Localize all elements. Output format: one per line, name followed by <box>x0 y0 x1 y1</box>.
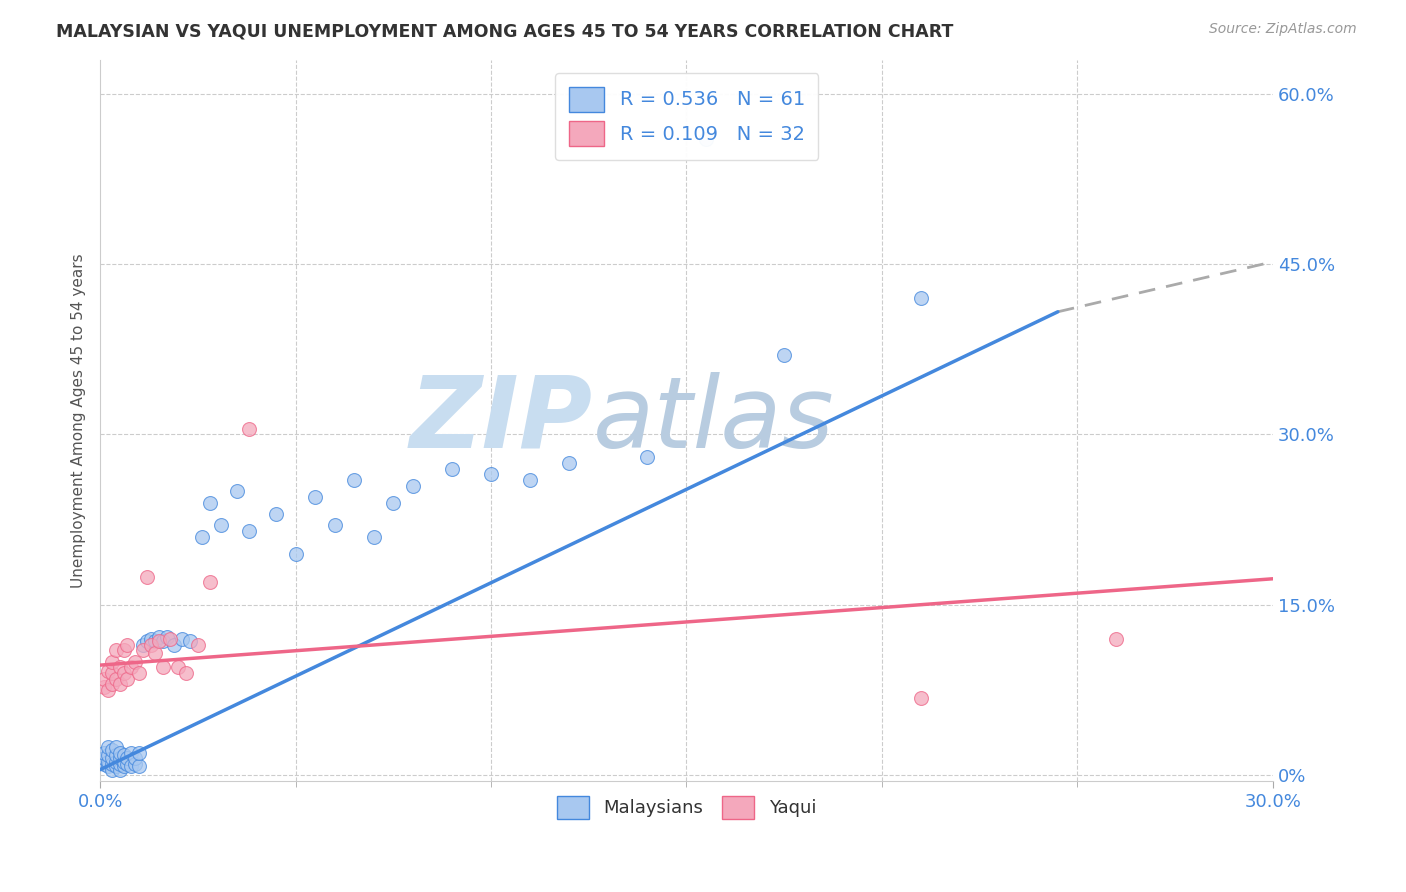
Point <box>120 759 142 773</box>
Point <box>124 655 146 669</box>
Point <box>198 496 221 510</box>
Point <box>101 756 124 771</box>
Point <box>117 751 139 765</box>
Point <box>108 746 131 760</box>
Point <box>93 680 115 694</box>
Point <box>101 743 124 757</box>
Point <box>104 759 127 773</box>
Point <box>132 638 155 652</box>
Point <box>128 666 150 681</box>
Point <box>101 677 124 691</box>
Point <box>304 490 326 504</box>
Point <box>93 672 115 686</box>
Point <box>97 664 120 678</box>
Point <box>120 660 142 674</box>
Point <box>112 747 135 762</box>
Point <box>124 756 146 771</box>
Point <box>104 747 127 762</box>
Point <box>910 291 932 305</box>
Point <box>108 677 131 691</box>
Point <box>143 634 166 648</box>
Text: MALAYSIAN VS YAQUI UNEMPLOYMENT AMONG AGES 45 TO 54 YEARS CORRELATION CHART: MALAYSIAN VS YAQUI UNEMPLOYMENT AMONG AG… <box>56 22 953 40</box>
Point <box>198 575 221 590</box>
Point <box>172 632 194 646</box>
Point <box>117 672 139 686</box>
Point <box>343 473 366 487</box>
Point <box>108 751 131 765</box>
Point <box>120 746 142 760</box>
Point <box>104 672 127 686</box>
Point <box>104 643 127 657</box>
Point <box>128 746 150 760</box>
Point <box>148 634 170 648</box>
Point <box>167 660 190 674</box>
Point <box>112 643 135 657</box>
Point <box>636 450 658 465</box>
Point <box>112 666 135 681</box>
Point <box>363 530 385 544</box>
Point <box>93 746 115 760</box>
Point <box>558 456 581 470</box>
Text: ZIP: ZIP <box>409 372 593 469</box>
Point <box>117 756 139 771</box>
Point <box>112 759 135 773</box>
Point <box>124 751 146 765</box>
Point <box>163 638 186 652</box>
Point <box>128 759 150 773</box>
Point <box>155 630 177 644</box>
Point <box>152 660 174 674</box>
Point <box>695 132 717 146</box>
Point <box>136 569 159 583</box>
Point <box>773 348 796 362</box>
Point <box>93 751 115 765</box>
Point <box>179 634 201 648</box>
Point <box>284 547 307 561</box>
Point <box>108 756 131 771</box>
Point <box>209 518 232 533</box>
Point <box>159 632 181 646</box>
Point <box>226 484 249 499</box>
Point <box>139 632 162 646</box>
Point <box>97 683 120 698</box>
Point <box>139 638 162 652</box>
Point <box>108 763 131 777</box>
Point <box>402 478 425 492</box>
Point <box>143 646 166 660</box>
Point <box>136 634 159 648</box>
Point <box>479 467 502 482</box>
Point <box>108 660 131 674</box>
Point <box>264 507 287 521</box>
Legend: Malaysians, Yaqui: Malaysians, Yaqui <box>550 789 824 826</box>
Point <box>117 638 139 652</box>
Point <box>104 739 127 754</box>
Point <box>152 634 174 648</box>
Point <box>97 747 120 762</box>
Point <box>519 473 541 487</box>
Point <box>97 759 120 773</box>
Point <box>101 751 124 765</box>
Point <box>174 666 197 681</box>
Point <box>101 655 124 669</box>
Point <box>323 518 346 533</box>
Point <box>97 755 120 769</box>
Text: Source: ZipAtlas.com: Source: ZipAtlas.com <box>1209 22 1357 37</box>
Point <box>101 763 124 777</box>
Point <box>190 530 212 544</box>
Point <box>382 496 405 510</box>
Point <box>440 461 463 475</box>
Point <box>1105 632 1128 646</box>
Point <box>910 691 932 706</box>
Point <box>112 755 135 769</box>
Point <box>101 666 124 681</box>
Point <box>132 643 155 657</box>
Point <box>104 755 127 769</box>
Point <box>148 630 170 644</box>
Point <box>97 739 120 754</box>
Point <box>238 524 260 538</box>
Point <box>93 756 115 771</box>
Point <box>187 638 209 652</box>
Point <box>238 422 260 436</box>
Text: atlas: atlas <box>593 372 834 469</box>
Y-axis label: Unemployment Among Ages 45 to 54 years: Unemployment Among Ages 45 to 54 years <box>72 253 86 588</box>
